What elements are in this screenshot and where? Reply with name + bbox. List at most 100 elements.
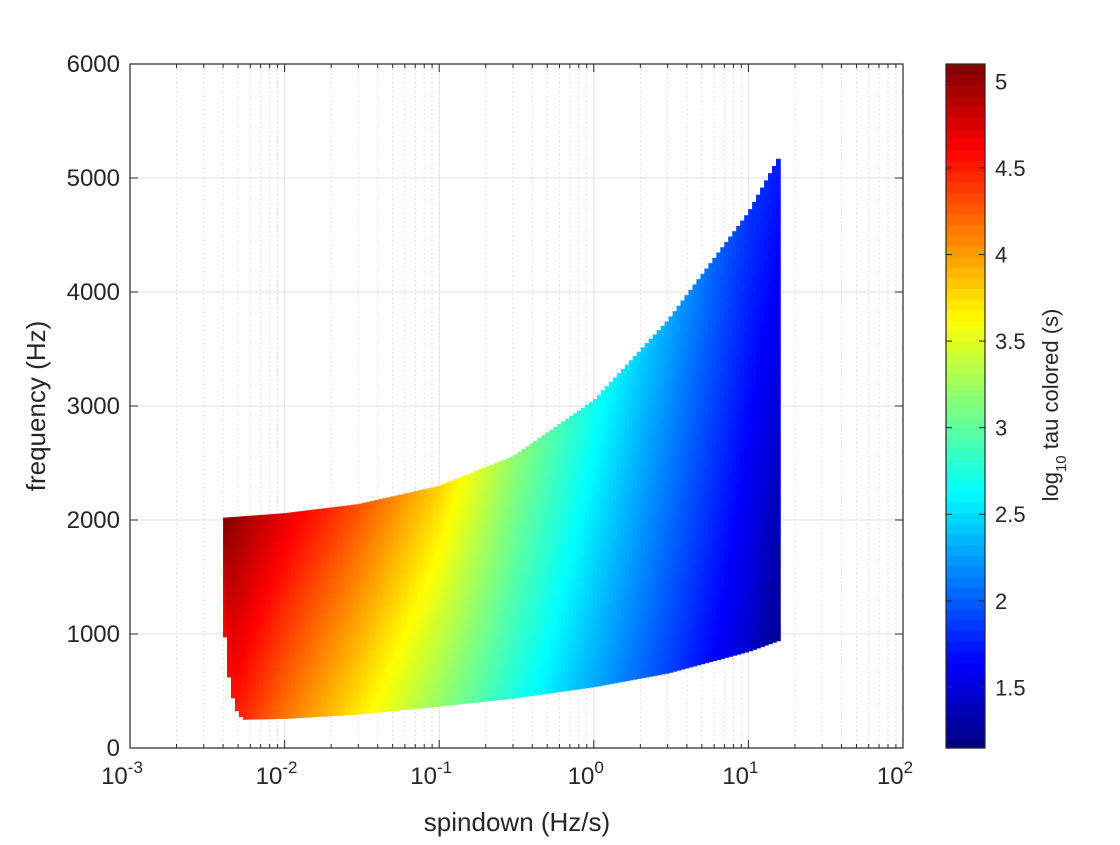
region-cell	[696, 458, 702, 473]
region-cell	[406, 615, 411, 624]
region-cell	[696, 330, 702, 345]
region-cell	[700, 416, 706, 431]
region-cell	[589, 430, 594, 441]
region-cell	[704, 622, 710, 637]
region-cell	[680, 472, 686, 486]
region-cell	[433, 515, 439, 524]
region-cell	[290, 553, 296, 561]
region-cell	[752, 589, 757, 606]
region-cell	[589, 629, 594, 641]
region-cell	[338, 596, 344, 605]
region-cell	[421, 612, 427, 621]
region-cell	[402, 544, 407, 553]
region-cell	[374, 662, 380, 671]
region-cell	[768, 439, 773, 457]
region-cell	[608, 552, 614, 564]
region-cell	[537, 506, 543, 516]
region-cell	[513, 551, 519, 561]
region-cell	[569, 662, 574, 673]
region-cell	[417, 548, 423, 557]
region-cell	[318, 570, 324, 579]
region-cell	[250, 684, 256, 693]
region-cell	[688, 553, 694, 567]
region-cell	[250, 610, 256, 618]
region-cell	[477, 593, 483, 602]
region-cell	[421, 663, 427, 672]
region-cell	[648, 428, 654, 441]
region-cell	[342, 658, 348, 667]
region-cell	[521, 465, 527, 475]
region-cell	[561, 511, 566, 522]
region-cell	[417, 606, 423, 615]
region-cell	[334, 666, 340, 675]
region-cell	[350, 588, 356, 597]
region-cell	[628, 668, 634, 681]
region-cell	[493, 660, 499, 669]
x-tick-label-exponent: -1	[437, 758, 452, 777]
region-cell	[477, 585, 483, 595]
region-cell	[358, 608, 364, 617]
region-cell	[429, 677, 435, 686]
region-cell	[457, 643, 463, 652]
region-cell	[266, 582, 272, 590]
region-cell	[366, 593, 372, 602]
region-cell	[414, 563, 419, 572]
region-cell	[262, 602, 268, 611]
region-cell	[286, 519, 292, 528]
region-cell	[620, 472, 626, 485]
region-cell	[593, 600, 598, 611]
region-cell	[465, 527, 471, 537]
region-cell	[760, 401, 765, 418]
region-cell	[314, 688, 320, 697]
region-cell	[744, 302, 749, 318]
region-cell	[672, 514, 678, 528]
region-cell	[461, 528, 467, 538]
region-cell	[354, 581, 360, 589]
region-cell	[238, 549, 244, 558]
region-cell	[553, 506, 559, 517]
region-cell	[437, 558, 443, 568]
region-cell	[262, 596, 268, 604]
region-cell	[457, 545, 463, 554]
region-cell	[505, 626, 511, 636]
region-cell	[644, 554, 650, 567]
region-cell	[449, 585, 455, 594]
region-cell	[290, 573, 296, 582]
region-cell	[326, 563, 332, 571]
region-cell	[457, 605, 463, 614]
region-cell	[485, 638, 491, 647]
region-cell	[290, 635, 296, 644]
region-cell	[366, 628, 372, 637]
colorbar-swatch	[946, 331, 985, 343]
region-cell	[740, 436, 745, 452]
region-cell	[764, 551, 769, 569]
region-cell	[533, 567, 539, 577]
region-cell	[354, 518, 360, 527]
region-cell	[302, 641, 308, 649]
region-cell	[529, 594, 535, 604]
colorbar-swatch	[946, 170, 985, 183]
region-cell	[425, 532, 431, 541]
region-cell	[704, 557, 710, 572]
region-cell	[533, 449, 539, 459]
region-cell	[282, 574, 288, 583]
region-cell	[545, 493, 551, 503]
region-cell	[410, 629, 415, 638]
region-cell	[744, 346, 749, 362]
colorbar-swatch	[946, 523, 985, 535]
region-cell	[616, 568, 622, 580]
region-cell	[250, 576, 256, 585]
region-cell	[421, 685, 427, 694]
region-cell	[386, 554, 391, 563]
region-cell	[378, 548, 383, 557]
region-cell	[764, 443, 769, 460]
region-cell	[704, 583, 710, 598]
region-cell	[425, 502, 431, 512]
region-cell	[644, 443, 650, 456]
region-cell	[664, 473, 670, 487]
region-cell	[612, 611, 618, 623]
region-cell	[585, 546, 590, 557]
region-cell	[350, 679, 356, 688]
region-cell	[604, 525, 610, 536]
region-cell	[342, 603, 348, 611]
